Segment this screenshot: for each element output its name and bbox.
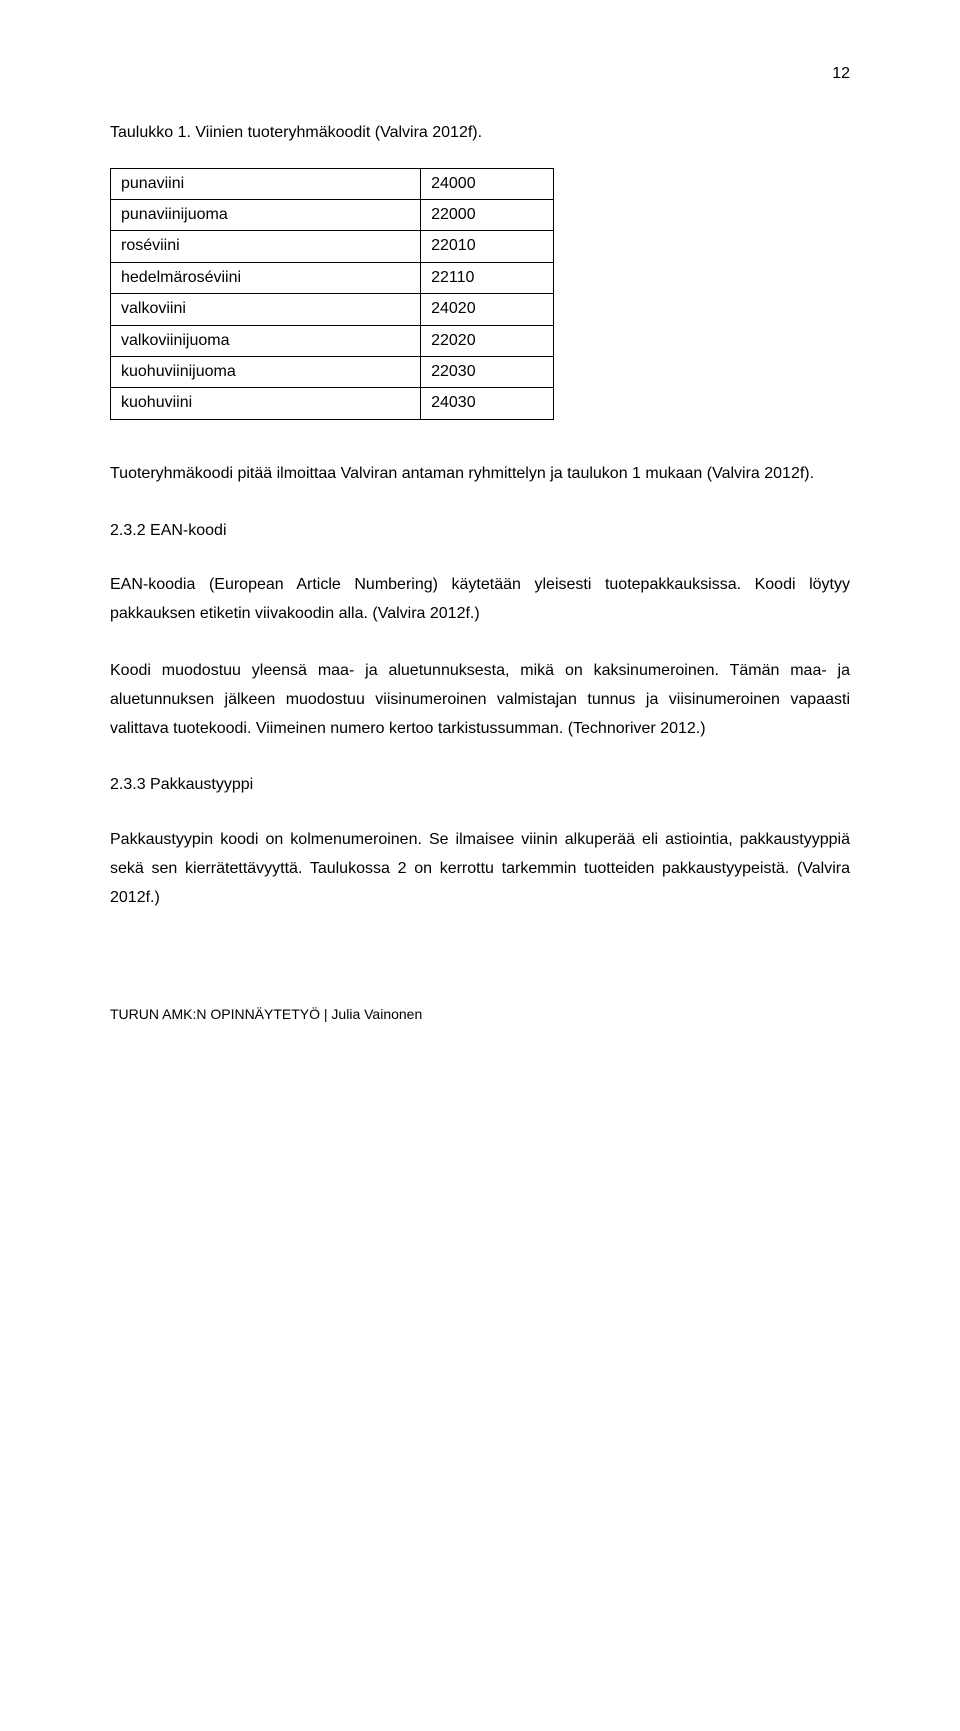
table-row: valkoviini24020 (111, 294, 554, 325)
footer-text: TURUN AMK:N OPINNÄYTETYÖ | Julia Vainone… (110, 1002, 850, 1027)
table-cell: 22010 (421, 231, 554, 262)
table-cell: 24020 (421, 294, 554, 325)
table-cell: hedelmäroséviini (111, 262, 421, 293)
table-cell: 24030 (421, 388, 554, 419)
table-cell: punaviini (111, 168, 421, 199)
table-row: punaviini24000 (111, 168, 554, 199)
table-row: valkoviinijuoma22020 (111, 325, 554, 356)
table-cell: valkoviini (111, 294, 421, 325)
table-cell: 22110 (421, 262, 554, 293)
heading-232: 2.3.2 EAN-koodi (110, 517, 850, 546)
paragraph-1: Tuoteryhmäkoodi pitää ilmoittaa Valviran… (110, 460, 850, 489)
table-cell: kuohuviini (111, 388, 421, 419)
table-row: kuohuviinijuoma22030 (111, 356, 554, 387)
table-cell: 22030 (421, 356, 554, 387)
table-row: hedelmäroséviini22110 (111, 262, 554, 293)
product-code-table: punaviini24000punaviinijuoma22000rosévii… (110, 168, 554, 420)
table-cell: 22020 (421, 325, 554, 356)
heading-233: 2.3.3 Pakkaustyyppi (110, 771, 850, 800)
table-cell: kuohuviinijuoma (111, 356, 421, 387)
table-caption: Taulukko 1. Viinien tuoteryhmäkoodit (Va… (110, 119, 850, 148)
table-cell: valkoviinijuoma (111, 325, 421, 356)
table-cell: punaviinijuoma (111, 199, 421, 230)
table-cell: 22000 (421, 199, 554, 230)
paragraph-4: Pakkaustyypin koodi on kolmenumeroinen. … (110, 826, 850, 912)
table-row: roséviini22010 (111, 231, 554, 262)
table-row: punaviinijuoma22000 (111, 199, 554, 230)
table-cell: 24000 (421, 168, 554, 199)
table-cell: roséviini (111, 231, 421, 262)
paragraph-2: EAN-koodia (European Article Numbering) … (110, 571, 850, 629)
table-row: kuohuviini24030 (111, 388, 554, 419)
page-number: 12 (110, 60, 850, 89)
paragraph-3: Koodi muodostuu yleensä maa- ja aluetunn… (110, 657, 850, 743)
